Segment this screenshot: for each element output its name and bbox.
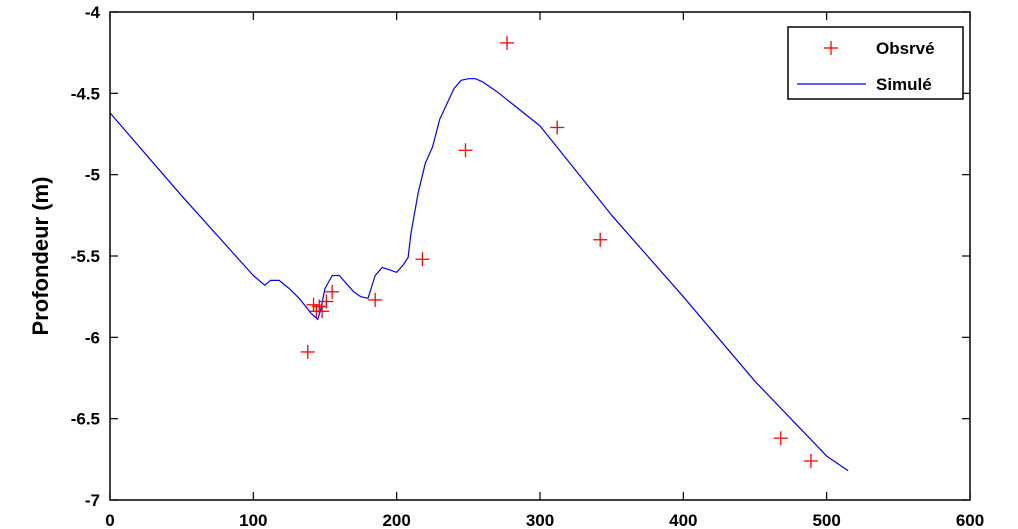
- simulated-series: [109, 78, 849, 472]
- observed-point: [458, 143, 473, 158]
- y-tick-label: -6: [85, 328, 100, 347]
- y-tick-label: -6.5: [71, 410, 100, 429]
- x-tick-label: 300: [526, 511, 554, 529]
- observed-point: [315, 304, 330, 319]
- legend-observed-label: Obsrvé: [876, 39, 935, 58]
- observed-point: [325, 284, 340, 299]
- observed-point: [319, 294, 334, 309]
- observed-point: [306, 297, 321, 312]
- legend-box: [787, 26, 964, 100]
- observed-point: [415, 252, 430, 267]
- x-axis: 0 100 200 300 400 500 600: [105, 12, 984, 529]
- observed-point: [368, 292, 383, 307]
- observed-point: [300, 344, 315, 359]
- x-tick-label: 500: [812, 511, 840, 529]
- legend: Obsrvé Simulé: [787, 26, 964, 100]
- observed-point: [500, 35, 515, 50]
- observed-point: [593, 232, 608, 247]
- x-tick-label: 400: [669, 511, 697, 529]
- legend-simulated-label: Simulé: [876, 75, 932, 94]
- x-tick-label: 100: [239, 511, 267, 529]
- x-tick-label: 0: [105, 511, 114, 529]
- observed-point: [773, 431, 788, 446]
- observed-point: [550, 120, 565, 135]
- x-tick-label: 200: [382, 511, 410, 529]
- observed-series: [300, 35, 818, 468]
- y-axis: -4 -4.5 -5 -5.5 -6 -6.5 -7: [71, 3, 970, 510]
- observed-point: [803, 453, 818, 468]
- y-tick-label: -4.5: [71, 84, 100, 103]
- y-tick-label: -5.5: [71, 247, 100, 266]
- y-tick-label: -4: [85, 3, 101, 22]
- x-tick-label: 600: [956, 511, 984, 529]
- y-axis-label: Profondeur (m): [28, 177, 53, 336]
- y-tick-label: -7: [85, 491, 100, 510]
- simulated-line: [109, 78, 849, 472]
- y-tick-label: -5: [85, 166, 100, 185]
